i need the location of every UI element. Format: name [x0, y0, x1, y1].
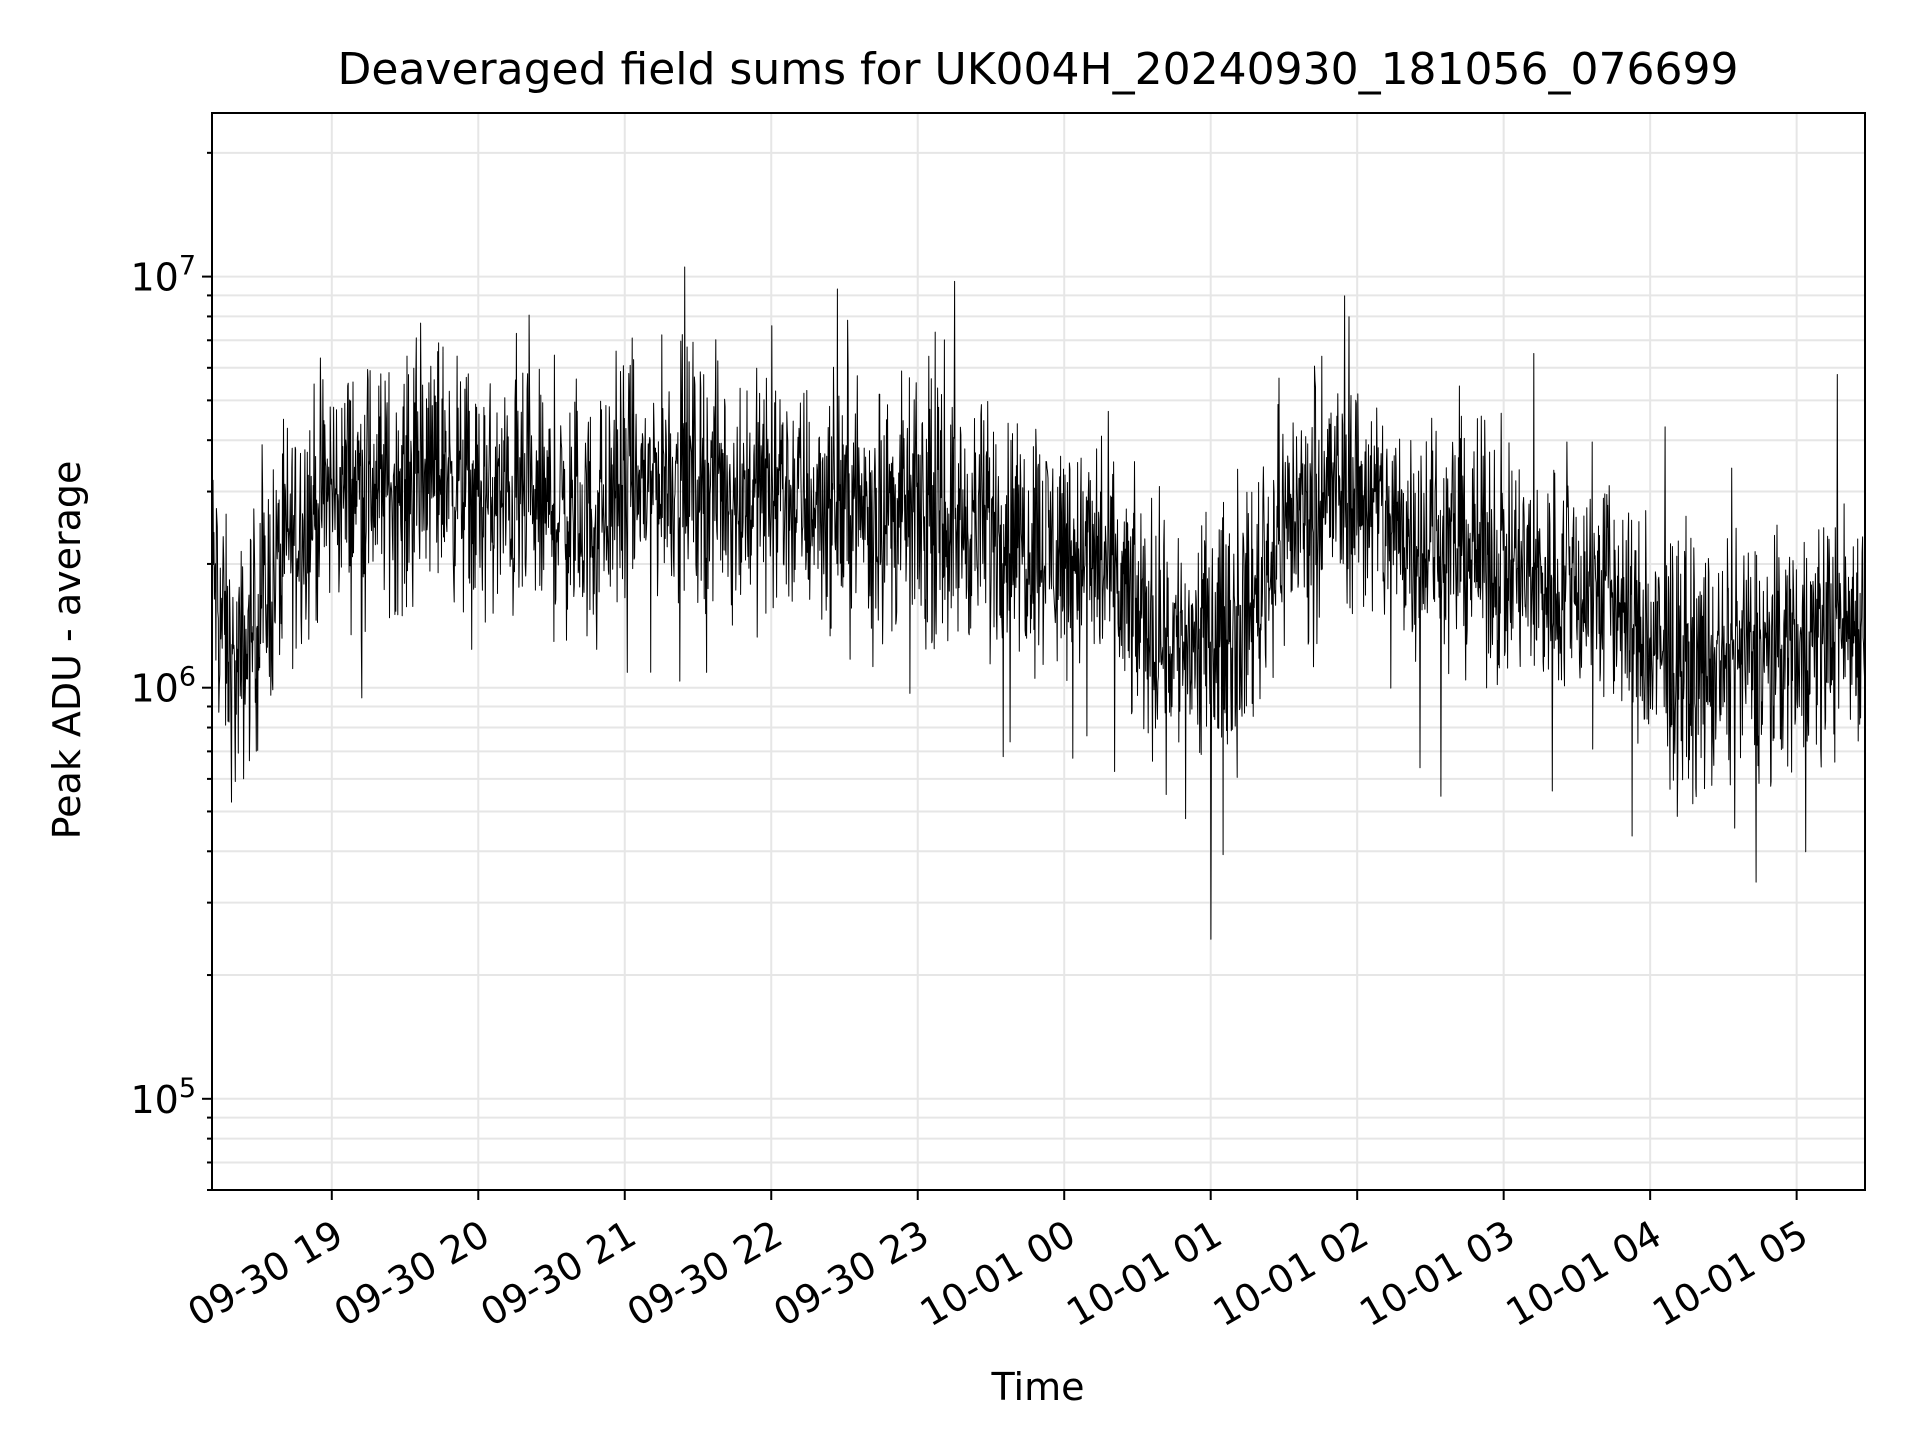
- series-line: [211, 266, 1866, 940]
- y-tick-base: 10: [130, 1078, 178, 1122]
- y-axis-label: Peak ADU - average: [45, 461, 89, 840]
- y-tick-exponent: 7: [179, 251, 196, 282]
- x-axis-label: Time: [991, 1365, 1085, 1409]
- y-tick-label: 106: [130, 662, 196, 711]
- y-tick-label: 105: [130, 1073, 196, 1122]
- y-tick-label: 107: [130, 251, 196, 300]
- y-tick-base: 10: [130, 256, 178, 300]
- chart-title: Deaveraged field sums for UK004H_2024093…: [338, 44, 1739, 95]
- plot-frame: [211, 112, 1866, 1191]
- y-tick-exponent: 5: [179, 1073, 196, 1104]
- y-tick-exponent: 6: [179, 662, 196, 693]
- data-series: [211, 266, 1866, 940]
- y-tick-base: 10: [130, 667, 178, 711]
